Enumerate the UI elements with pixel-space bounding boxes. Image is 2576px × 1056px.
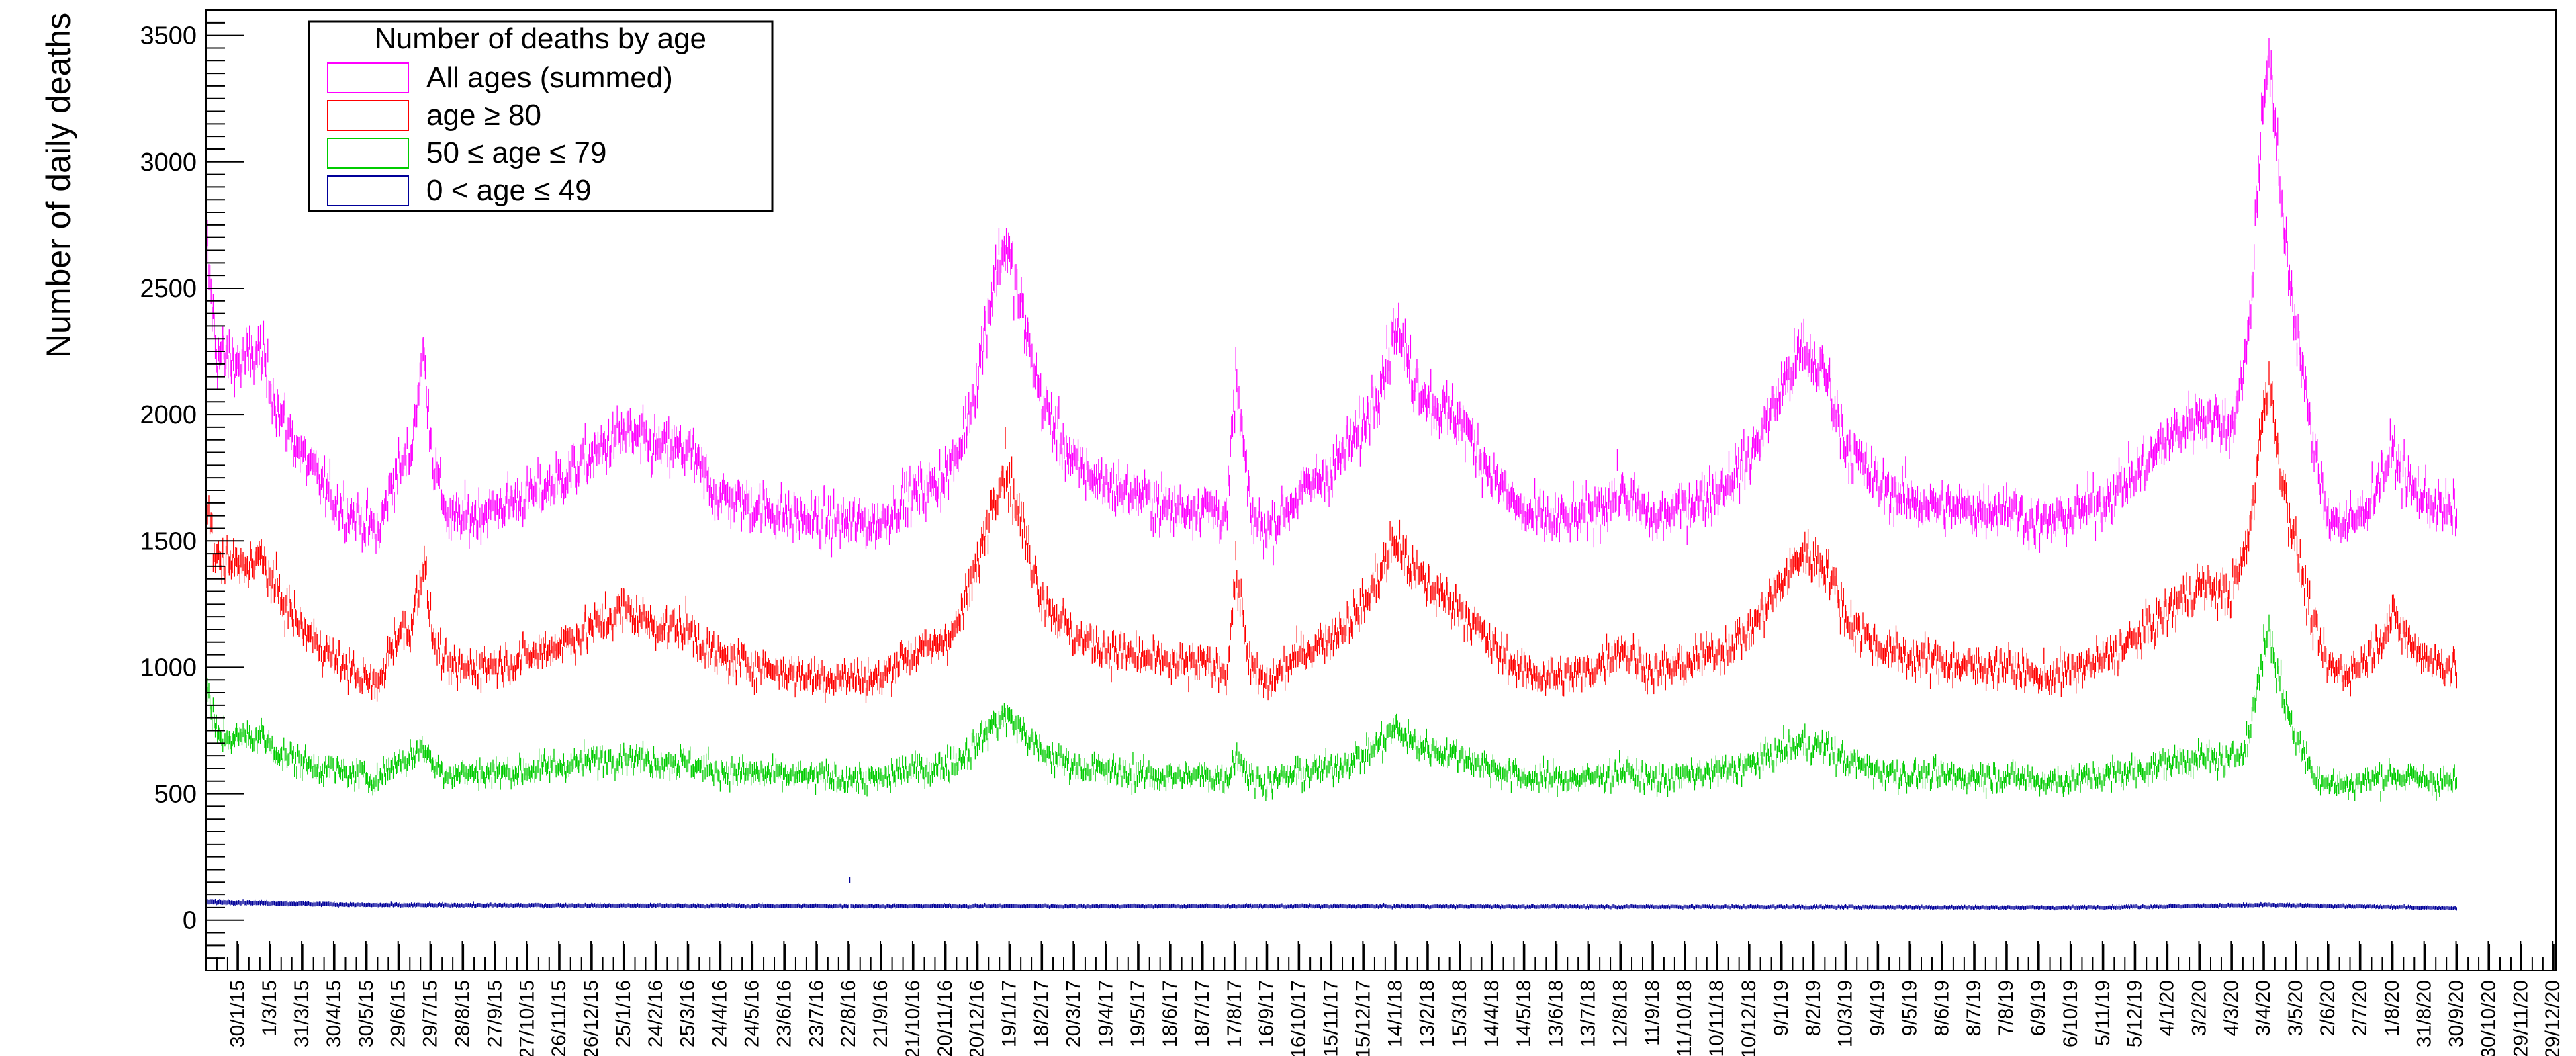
series-all (206, 38, 2457, 566)
series-50 (206, 614, 2457, 802)
series-80 (206, 361, 2457, 704)
y-axis-title: Number of daily deaths (40, 13, 77, 358)
series-layer (206, 38, 2457, 911)
